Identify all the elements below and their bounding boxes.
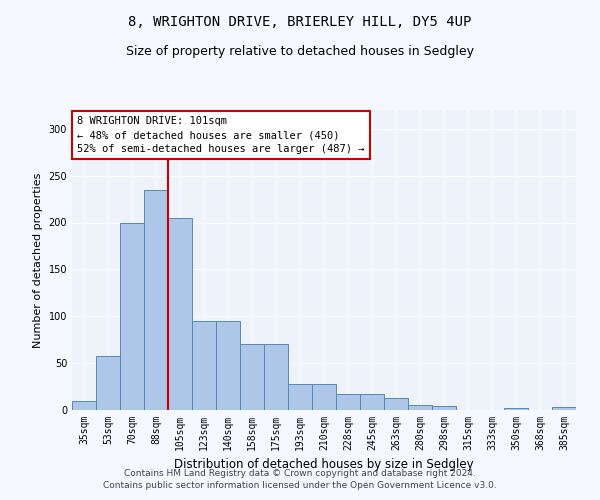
Bar [144,190,168,410]
Text: 8, WRIGHTON DRIVE, BRIERLEY HILL, DY5 4UP: 8, WRIGHTON DRIVE, BRIERLEY HILL, DY5 4U… [128,15,472,29]
Text: Contains HM Land Registry data © Crown copyright and database right 2024.
Contai: Contains HM Land Registry data © Crown c… [103,468,497,490]
Bar [192,321,216,410]
Y-axis label: Number of detached properties: Number of detached properties [33,172,43,348]
Bar [72,400,96,410]
Bar [384,398,408,410]
Bar [504,408,528,410]
Text: 8 WRIGHTON DRIVE: 101sqm
← 48% of detached houses are smaller (450)
52% of semi-: 8 WRIGHTON DRIVE: 101sqm ← 48% of detach… [77,116,365,154]
Bar [120,222,144,410]
Bar [288,384,312,410]
Bar [312,384,336,410]
Bar [240,344,264,410]
Bar [432,406,456,410]
Bar [552,407,576,410]
Bar [408,406,432,410]
Bar [216,321,240,410]
Bar [96,356,120,410]
Text: Size of property relative to detached houses in Sedgley: Size of property relative to detached ho… [126,45,474,58]
Bar [336,394,360,410]
Bar [360,394,384,410]
Bar [264,344,288,410]
Bar [168,218,192,410]
X-axis label: Distribution of detached houses by size in Sedgley: Distribution of detached houses by size … [174,458,474,471]
